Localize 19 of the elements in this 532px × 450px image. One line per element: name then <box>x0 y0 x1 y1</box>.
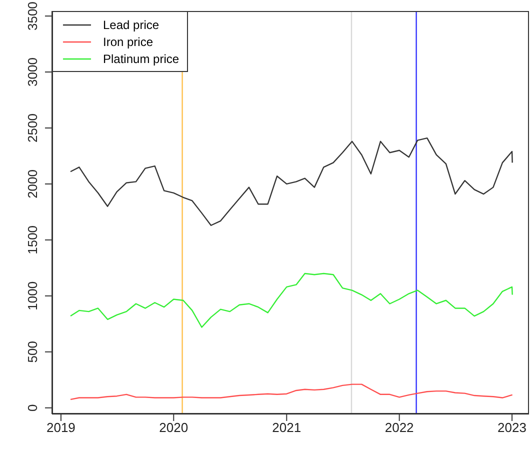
y-tick-label: 3500 <box>25 2 40 30</box>
x-tick-label: 2023 <box>498 420 526 436</box>
y-tick-label: 3000 <box>25 58 40 86</box>
y-tick-label: 500 <box>25 341 40 363</box>
y-tick-label: 2500 <box>25 114 40 142</box>
legend-label: Platinum price <box>103 52 180 66</box>
x-tick-label: 2022 <box>384 420 414 436</box>
line-series <box>70 137 513 226</box>
line-series <box>70 384 513 400</box>
y-tick-label: 1000 <box>25 281 40 310</box>
x-tick-label: 2021 <box>272 420 302 436</box>
legend-label: Lead price <box>103 18 160 32</box>
x-tick-label: 2019 <box>46 420 76 436</box>
y-tick-label: 1500 <box>25 225 40 254</box>
y-tick-label: 0 <box>25 404 40 412</box>
x-tick-label: 2020 <box>159 420 188 436</box>
legend-label: Iron price <box>103 34 154 48</box>
y-tick-label: 2000 <box>25 169 40 198</box>
line-series <box>70 272 513 328</box>
